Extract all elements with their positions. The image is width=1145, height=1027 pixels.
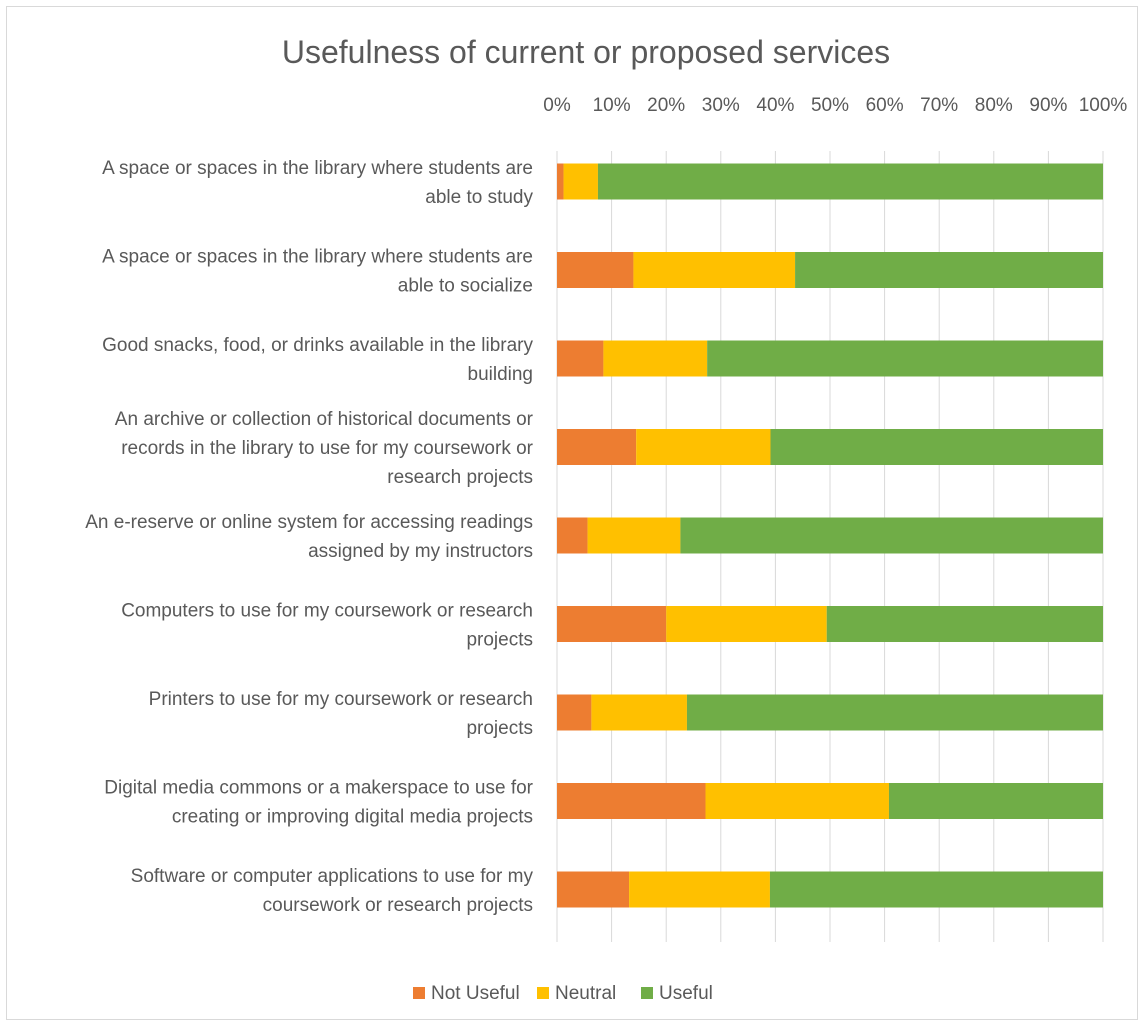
bar-useful xyxy=(888,783,1103,819)
category-label: projects xyxy=(466,630,533,651)
bar-useful xyxy=(707,340,1103,377)
bar-useful xyxy=(770,429,1103,465)
category-label: coursework or research projects xyxy=(263,895,533,916)
x-tick-label: 90% xyxy=(1029,95,1067,116)
legend-label: Useful xyxy=(659,983,713,1004)
category-label: A space or spaces in the library where s… xyxy=(102,158,533,179)
x-tick-label: 40% xyxy=(756,95,794,116)
category-label: Software or computer applications to use… xyxy=(131,866,534,887)
legend-swatch xyxy=(413,987,425,999)
bar-neutral xyxy=(591,694,687,731)
bar-useful xyxy=(769,871,1103,908)
category-label: able to study xyxy=(425,187,533,208)
bar-neutral xyxy=(603,340,708,377)
bar-neutral xyxy=(587,517,681,554)
category-label: An archive or collection of historical d… xyxy=(115,409,534,430)
x-tick-label: 50% xyxy=(811,95,849,116)
bar-neutral xyxy=(666,606,827,642)
bar-not-useful xyxy=(557,783,706,819)
bar-neutral xyxy=(633,252,796,288)
category-label: records in the library to use for my cou… xyxy=(121,438,533,459)
bar-not-useful xyxy=(557,163,564,200)
bar-useful xyxy=(826,606,1103,642)
bar-not-useful xyxy=(557,871,630,908)
bar-useful xyxy=(597,163,1103,200)
category-label: able to socialize xyxy=(398,276,533,297)
bar-neutral xyxy=(705,783,889,819)
bar-neutral xyxy=(563,163,598,200)
bar-neutral xyxy=(629,871,770,908)
x-tick-label: 80% xyxy=(975,95,1013,116)
x-tick-label: 70% xyxy=(920,95,958,116)
x-tick-label: 30% xyxy=(702,95,740,116)
legend-swatch xyxy=(641,987,653,999)
x-tick-label: 60% xyxy=(866,95,904,116)
x-tick-label: 0% xyxy=(543,95,571,116)
bar-not-useful xyxy=(557,429,637,465)
bar-not-useful xyxy=(557,252,634,288)
category-label: Printers to use for my coursework or res… xyxy=(149,689,533,710)
legend-label: Neutral xyxy=(555,983,616,1004)
category-label: Good snacks, food, or drinks available i… xyxy=(102,335,533,356)
legend-label: Not Useful xyxy=(431,983,520,1004)
category-label: Computers to use for my coursework or re… xyxy=(121,601,533,622)
legend-swatch xyxy=(537,987,549,999)
bar-useful xyxy=(680,517,1103,554)
bar-not-useful xyxy=(557,606,667,642)
bar-neutral xyxy=(636,429,771,465)
bar-useful xyxy=(686,694,1103,731)
category-label: building xyxy=(468,364,534,385)
category-label: projects xyxy=(466,718,533,739)
x-tick-label: 100% xyxy=(1079,95,1128,116)
category-label: creating or improving digital media proj… xyxy=(172,807,533,828)
x-tick-label: 10% xyxy=(593,95,631,116)
category-label: assigned by my instructors xyxy=(308,541,533,562)
bar-not-useful xyxy=(557,694,592,731)
chart-title: Usefulness of current or proposed servic… xyxy=(282,34,890,70)
bar-useful xyxy=(795,252,1103,288)
category-label: An e-reserve or online system for access… xyxy=(85,512,533,533)
bar-not-useful xyxy=(557,340,604,377)
bar-not-useful xyxy=(557,517,588,554)
category-label: Digital media commons or a makerspace to… xyxy=(104,778,533,799)
x-tick-label: 20% xyxy=(647,95,685,116)
category-label: A space or spaces in the library where s… xyxy=(102,247,533,268)
category-label: research projects xyxy=(387,467,533,488)
